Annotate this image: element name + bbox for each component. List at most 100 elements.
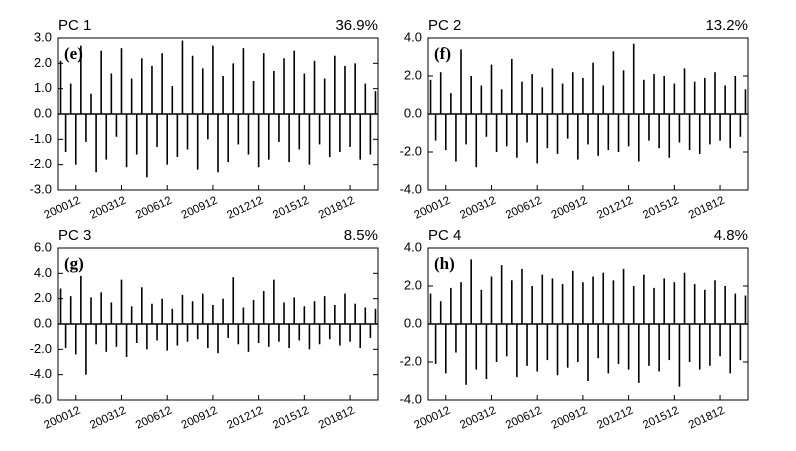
bar [328, 324, 331, 340]
x-tick-label: 201512 [641, 405, 681, 432]
x-tick-label: 201812 [317, 195, 357, 222]
bar [637, 114, 640, 162]
x-tick-label: 201212 [595, 195, 635, 222]
x-tick-label: 201212 [225, 405, 265, 432]
x-tick-label: 200012 [412, 405, 452, 432]
bar [110, 73, 113, 114]
bar [232, 63, 235, 114]
bar [328, 114, 331, 158]
bar [439, 72, 442, 114]
bar [602, 272, 605, 324]
panel-tag: (g) [64, 254, 84, 273]
bar [262, 291, 265, 324]
bar [90, 297, 92, 324]
bar [64, 114, 67, 152]
bar [632, 43, 635, 115]
bar [288, 324, 290, 349]
bar [135, 324, 138, 343]
panel-percent: 13.2% [705, 17, 748, 34]
bar [166, 324, 169, 351]
bar [283, 58, 285, 114]
bar [105, 114, 108, 160]
bar [526, 324, 528, 366]
bar [460, 282, 462, 324]
bar [521, 268, 523, 324]
bar [688, 114, 691, 151]
bar [434, 114, 437, 141]
bar [511, 58, 513, 114]
bar [719, 324, 721, 357]
bar [475, 324, 478, 370]
bar [374, 308, 377, 324]
bar [450, 287, 452, 324]
bar [653, 74, 655, 114]
y-tick-label: 2.0 [34, 290, 52, 305]
bar [278, 324, 280, 342]
bar [658, 324, 660, 372]
bar [308, 324, 311, 350]
bar [622, 70, 625, 114]
bar [181, 294, 184, 324]
bar [176, 114, 179, 158]
bar [135, 114, 138, 155]
bar [374, 91, 377, 114]
bar [95, 324, 97, 345]
x-tick-label: 201512 [271, 195, 311, 222]
bar [678, 324, 681, 387]
bar [678, 114, 681, 143]
y-tick-label: 1.0 [34, 80, 52, 95]
bar [739, 114, 742, 137]
bar [627, 114, 630, 147]
bar [744, 89, 747, 114]
bar [125, 324, 128, 357]
bar [74, 114, 77, 165]
bar [237, 324, 240, 345]
bar [571, 72, 574, 114]
bar [252, 299, 255, 324]
bar [704, 77, 706, 114]
bar [495, 324, 498, 362]
bar [683, 272, 686, 324]
bar [146, 324, 148, 350]
x-tick-label: 200012 [412, 195, 452, 222]
bar [582, 282, 584, 324]
x-tick-label: 200612 [504, 195, 544, 222]
bar [354, 63, 356, 114]
bar [546, 114, 549, 149]
bar [151, 303, 153, 324]
bar [577, 114, 579, 160]
bar [663, 76, 665, 114]
bar [334, 55, 336, 114]
bar [354, 303, 356, 324]
y-tick-label: -2.0 [400, 353, 422, 368]
bar [349, 324, 351, 342]
bar [597, 324, 599, 359]
bar [526, 114, 528, 143]
bar [176, 324, 179, 346]
bar [566, 114, 569, 139]
bar [602, 85, 605, 114]
bar [59, 288, 62, 324]
bar [643, 274, 645, 324]
bar [516, 324, 518, 378]
bar [693, 284, 696, 324]
y-tick-label: 4.0 [404, 239, 422, 254]
bar [561, 83, 564, 114]
bar [262, 53, 265, 114]
bar [653, 287, 655, 324]
bar [339, 324, 341, 346]
bar [303, 306, 306, 324]
bar [115, 324, 118, 347]
bar [612, 51, 615, 114]
panel-percent: 36.9% [335, 17, 378, 34]
bar [186, 324, 189, 342]
bar [130, 78, 133, 114]
y-tick-label: 2.0 [34, 55, 52, 70]
bar [85, 114, 87, 142]
bar [627, 324, 630, 370]
x-tick-label: 200312 [458, 195, 498, 222]
y-tick-label: -4.0 [400, 181, 422, 196]
bar [637, 324, 640, 383]
bar [577, 324, 579, 362]
bar [313, 301, 316, 324]
